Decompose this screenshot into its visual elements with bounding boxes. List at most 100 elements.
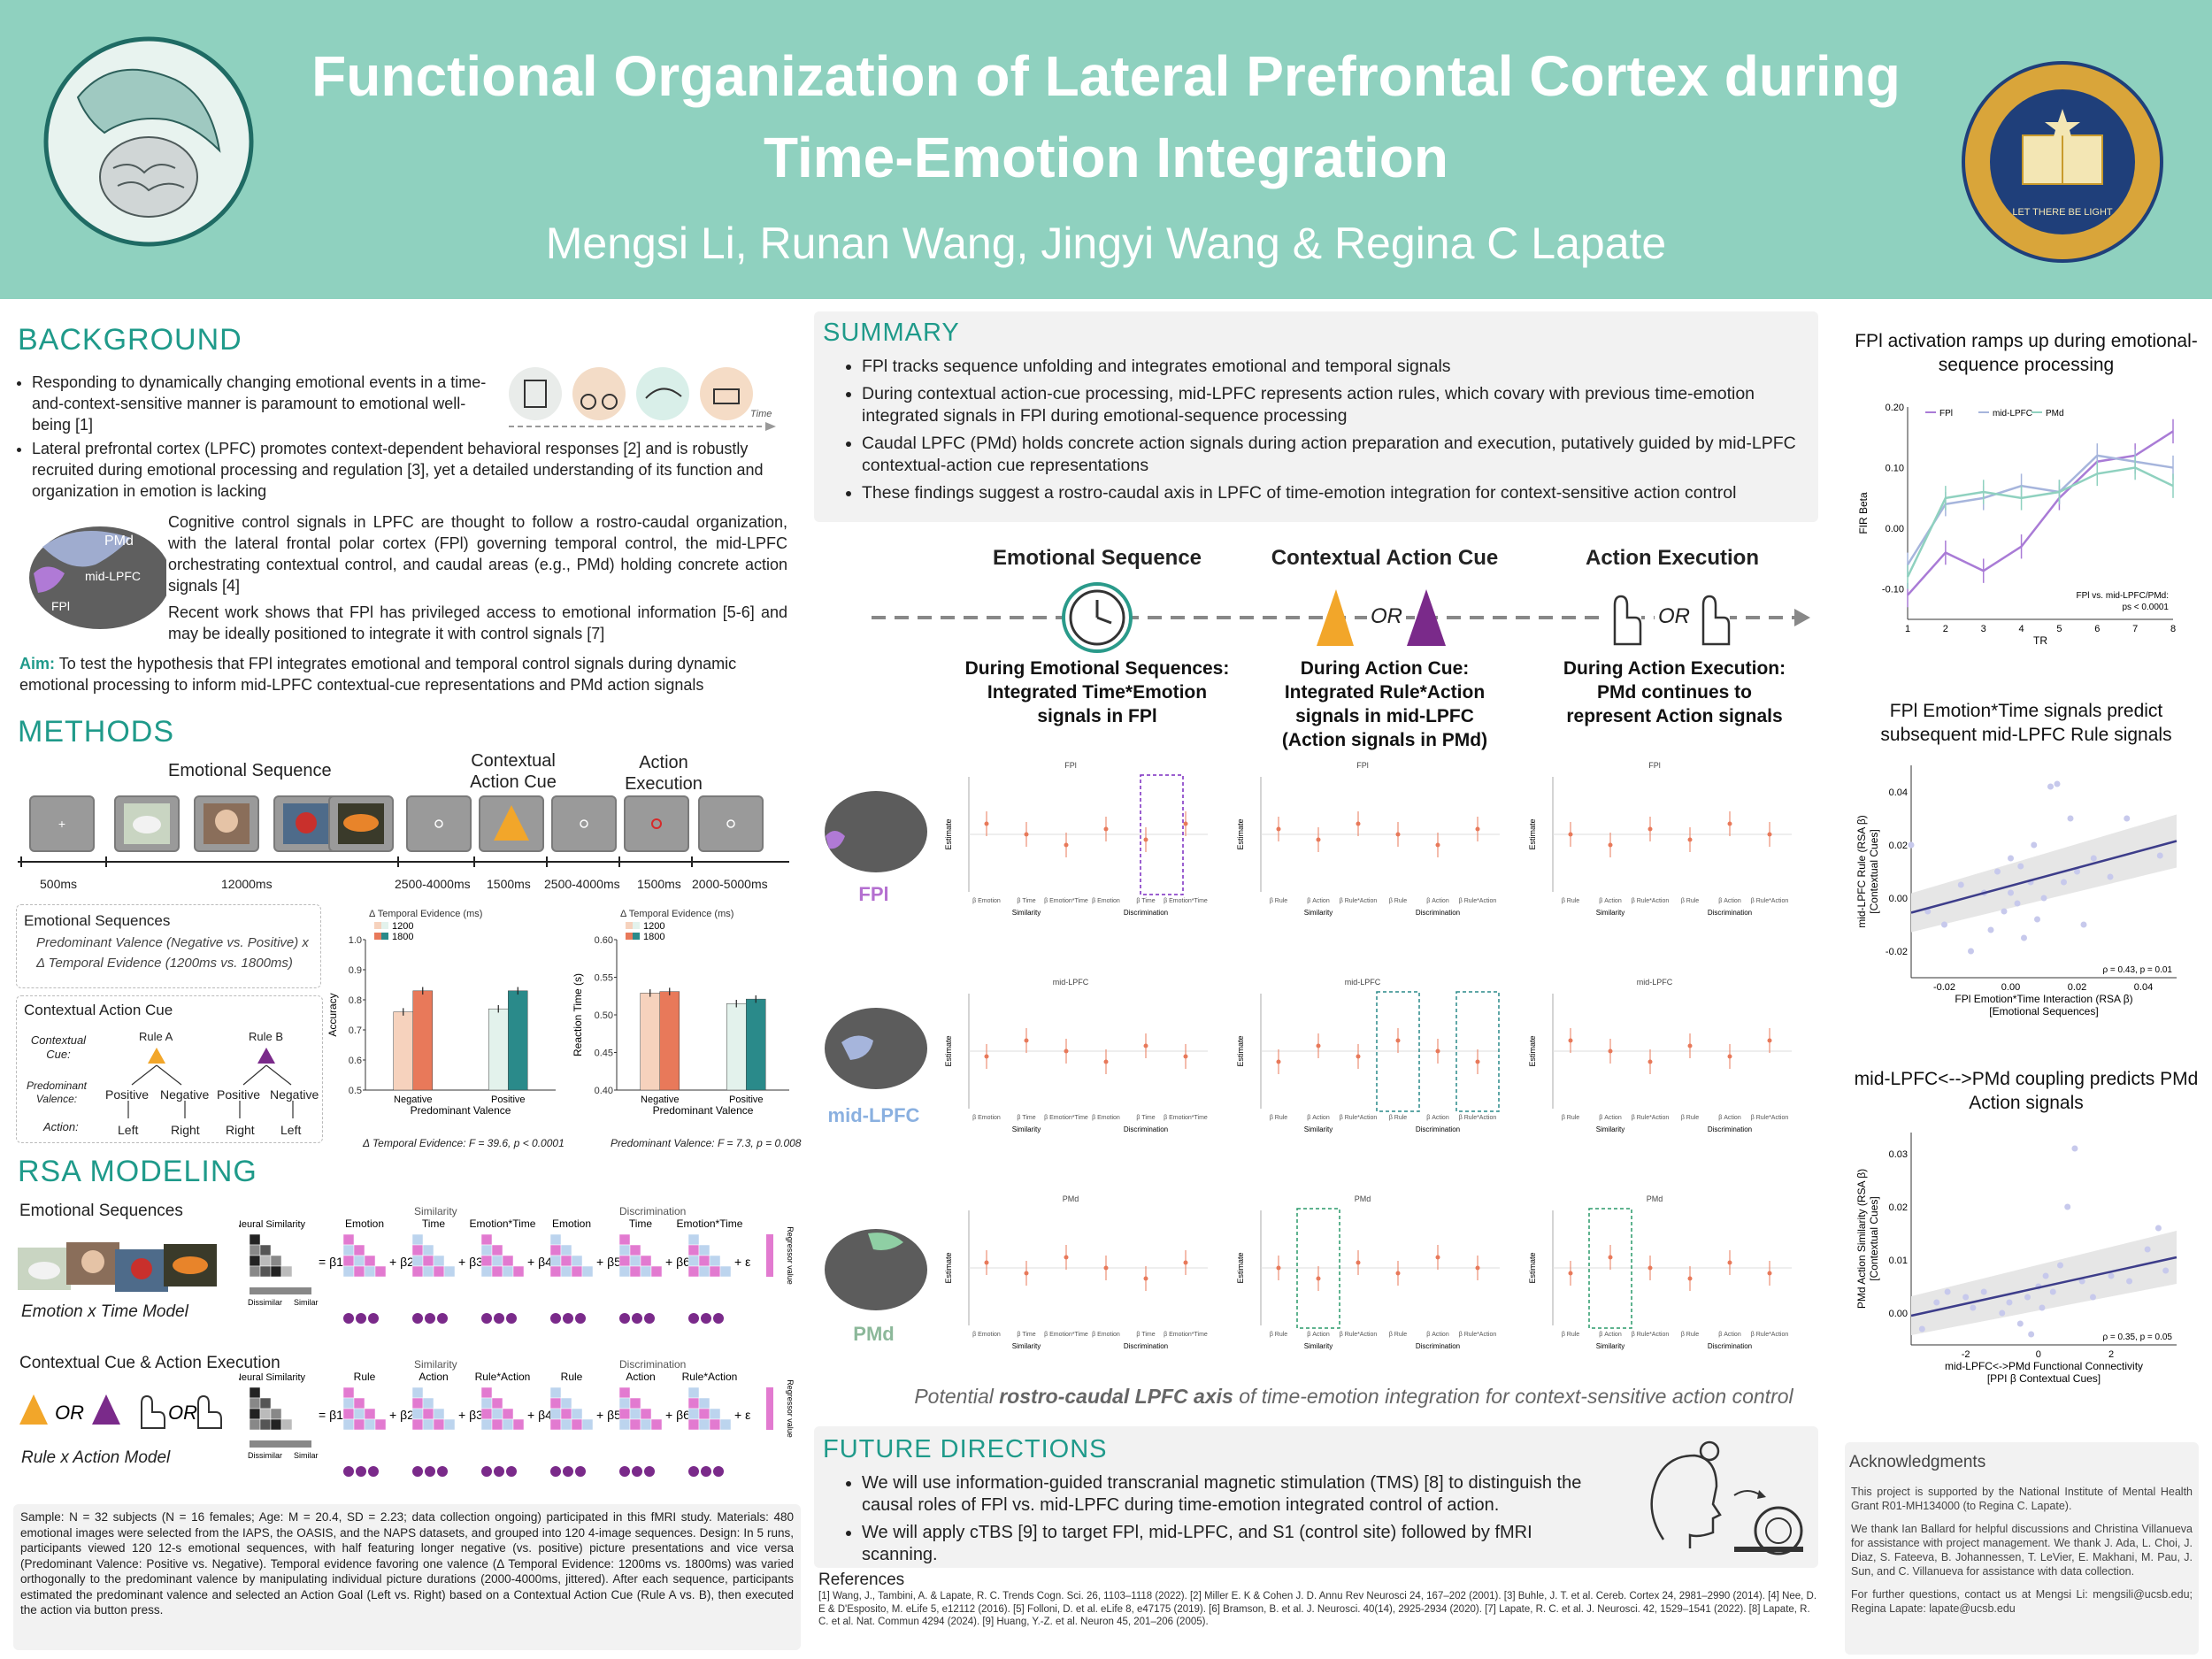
scatter-point bbox=[2090, 855, 2097, 862]
panel-estimate-label: Estimate bbox=[944, 818, 953, 849]
panel-discrimination-label: Discrimination bbox=[1124, 1342, 1168, 1350]
cac-valence-label: Predominant Valence: bbox=[26, 1079, 88, 1105]
stim-fixation: + bbox=[29, 795, 95, 852]
model-rdm-cell bbox=[342, 1255, 355, 1267]
panel-estimate-label: Estimate bbox=[1236, 818, 1245, 849]
model-rdm-cell bbox=[422, 1255, 434, 1267]
x-tick-label: 1 bbox=[1905, 624, 1910, 634]
model-rdm-cell bbox=[433, 1408, 445, 1420]
model-rdm-cell bbox=[549, 1408, 562, 1420]
panel-term-label: β Rule bbox=[1270, 1115, 1287, 1121]
phase-title-ae: Action Execution bbox=[1585, 546, 1760, 570]
scatter-point bbox=[1994, 868, 2001, 875]
cue-triangle-orange bbox=[1317, 589, 1354, 646]
phase-title-es: Emotional Sequence bbox=[992, 546, 1202, 570]
reaction-time-bar-chart: 0.40 0.45 0.50 0.55 0.60 Δ Temporal Evidence … bbox=[572, 909, 789, 1117]
rsa-panel-mid-LPFC-1: mid-LPFC Estimate β Rule β Action β Rule*Act… bbox=[1236, 978, 1500, 1133]
series-line-FPl bbox=[1907, 430, 2174, 596]
x-tick-label: 0.00 bbox=[2001, 982, 2020, 993]
estimate-point bbox=[1103, 1059, 1109, 1064]
model-rdm-cell bbox=[560, 1397, 572, 1409]
y-tick-label: 0.6 bbox=[349, 1056, 362, 1066]
scatter-point bbox=[2034, 916, 2040, 923]
panel-term-label: β Rule*Action bbox=[1632, 1332, 1670, 1338]
es-design-title: Emotional Sequences bbox=[24, 912, 171, 929]
panel-term-label: β Time bbox=[1136, 898, 1155, 904]
model-rdm-cell bbox=[411, 1265, 424, 1278]
panel-term-label: β Action bbox=[1718, 1332, 1741, 1338]
x-tick-label: Positive bbox=[729, 1094, 764, 1105]
estimate-point bbox=[1475, 1059, 1480, 1064]
scatter-stat: ρ = 0.43, p = 0.01 bbox=[2102, 965, 2172, 975]
scatter-point bbox=[1968, 948, 1974, 955]
ack-paragraph-2: We thank Ian Ballard for helpful discuss… bbox=[1851, 1523, 2193, 1578]
panel-discrimination-label: Discrimination bbox=[1708, 909, 1752, 917]
model-rdm-cell bbox=[374, 1265, 387, 1278]
panel-term-label: β Emotion*Time bbox=[1044, 1332, 1088, 1338]
neural-similarity-label: Neural Similarity bbox=[239, 1372, 306, 1383]
scatter-fpl-midlpfc: -0.02 0.00 0.02 0.04 -0.02 0.00 0.02 0.04 ρ = 0.… bbox=[1855, 765, 2177, 1018]
legend-swatch2-1800 bbox=[381, 933, 388, 940]
model-rdm-cell bbox=[480, 1255, 493, 1267]
model-dot bbox=[563, 1313, 573, 1324]
model-rdm-cell bbox=[502, 1408, 514, 1420]
panel-estimate-label: Estimate bbox=[1528, 1035, 1537, 1066]
cac-valence-2: Negative bbox=[160, 1087, 210, 1102]
model-rdm-cell bbox=[342, 1397, 355, 1409]
bar bbox=[412, 990, 433, 1091]
results-or-1: OR bbox=[1367, 604, 1406, 629]
y-tick-label: 0.40 bbox=[595, 1086, 613, 1096]
scatter-point bbox=[2021, 934, 2027, 941]
model-rdm-cell bbox=[687, 1255, 700, 1267]
highlight-box bbox=[1296, 1208, 1340, 1329]
estimate-point bbox=[1103, 826, 1109, 832]
summary-panel bbox=[814, 311, 1818, 522]
y-tick-label: 0.5 bbox=[349, 1086, 362, 1096]
panel-estimate-label: Estimate bbox=[1528, 818, 1537, 849]
estimate-point bbox=[984, 821, 989, 826]
model-rdm-cell bbox=[549, 1386, 562, 1399]
summary-bullet-3: Caudal LPFC (PMd) holds concrete action … bbox=[862, 433, 1805, 477]
cac-valence-4: Negative bbox=[270, 1087, 319, 1102]
model-dot bbox=[644, 1466, 655, 1477]
rsa-panel-FPl-1: FPl Estimate β Rule β Action β Rule*Action β … bbox=[1236, 761, 1500, 917]
timeline-header-cac: Contextual Action Cue bbox=[470, 751, 557, 792]
model-rdm-cell bbox=[560, 1408, 572, 1420]
timeline-header-ae: Action Execution bbox=[625, 753, 703, 794]
model-rdm-cell bbox=[549, 1244, 562, 1256]
beta-term: + β6 bbox=[665, 1408, 690, 1422]
scatter-midlpfc-pmd: -2 0 2 0.00 0.01 0.02 0.03 ρ = 0.35, p = 0.05 mi… bbox=[1855, 1133, 2177, 1385]
rsa-heading: RSA MODELING bbox=[18, 1155, 257, 1188]
panel-term-label: β Action bbox=[1599, 1332, 1622, 1338]
panel-discrimination-label: Discrimination bbox=[1416, 1125, 1460, 1133]
title-line-2: Time-Emotion Integration bbox=[764, 126, 1448, 189]
model-dot bbox=[437, 1313, 448, 1324]
model-rdm-cell bbox=[629, 1408, 641, 1420]
y-tick-label: 0.60 bbox=[595, 935, 613, 946]
model-term-label: Action bbox=[626, 1371, 655, 1383]
scatter-point bbox=[2156, 852, 2163, 859]
estimate-point bbox=[1608, 1048, 1613, 1054]
scatter-point bbox=[1933, 1299, 1940, 1306]
phase-subtitle-ae: During Action Execution: PMd continues t… bbox=[1563, 658, 1786, 726]
panel-term-label: β Rule bbox=[1389, 898, 1407, 904]
stim-image-4 bbox=[328, 795, 394, 852]
legend-swatch-1200 bbox=[374, 922, 381, 929]
model-rdm-cell bbox=[411, 1255, 424, 1267]
scatter-point bbox=[2040, 895, 2047, 902]
roi-label-mid-lpfc: mid-LPFC bbox=[827, 1104, 920, 1126]
series-line-PMd bbox=[1906, 466, 2174, 578]
legend-swatch-1200 bbox=[626, 922, 633, 929]
regressor-label: Regressor value bbox=[786, 1379, 795, 1438]
bar bbox=[393, 1011, 413, 1091]
rsa-panel-FPl-2: FPl Estimate β Rule β Action β Rule*Action β … bbox=[1528, 761, 1792, 917]
rsa-es-subheading: Emotional Sequences bbox=[19, 1202, 183, 1220]
panel-discrimination-label: Discrimination bbox=[1708, 1342, 1752, 1350]
model-rdm-cell bbox=[687, 1244, 700, 1256]
legend-label-FPl: FPl bbox=[1939, 409, 1953, 419]
clock-icon bbox=[1062, 582, 1133, 653]
beta-term: + β4 bbox=[527, 1255, 552, 1269]
rdm-cell bbox=[249, 1255, 261, 1267]
panel-term-label: β Rule bbox=[1270, 898, 1287, 904]
regressor-colorbar bbox=[766, 1387, 773, 1430]
